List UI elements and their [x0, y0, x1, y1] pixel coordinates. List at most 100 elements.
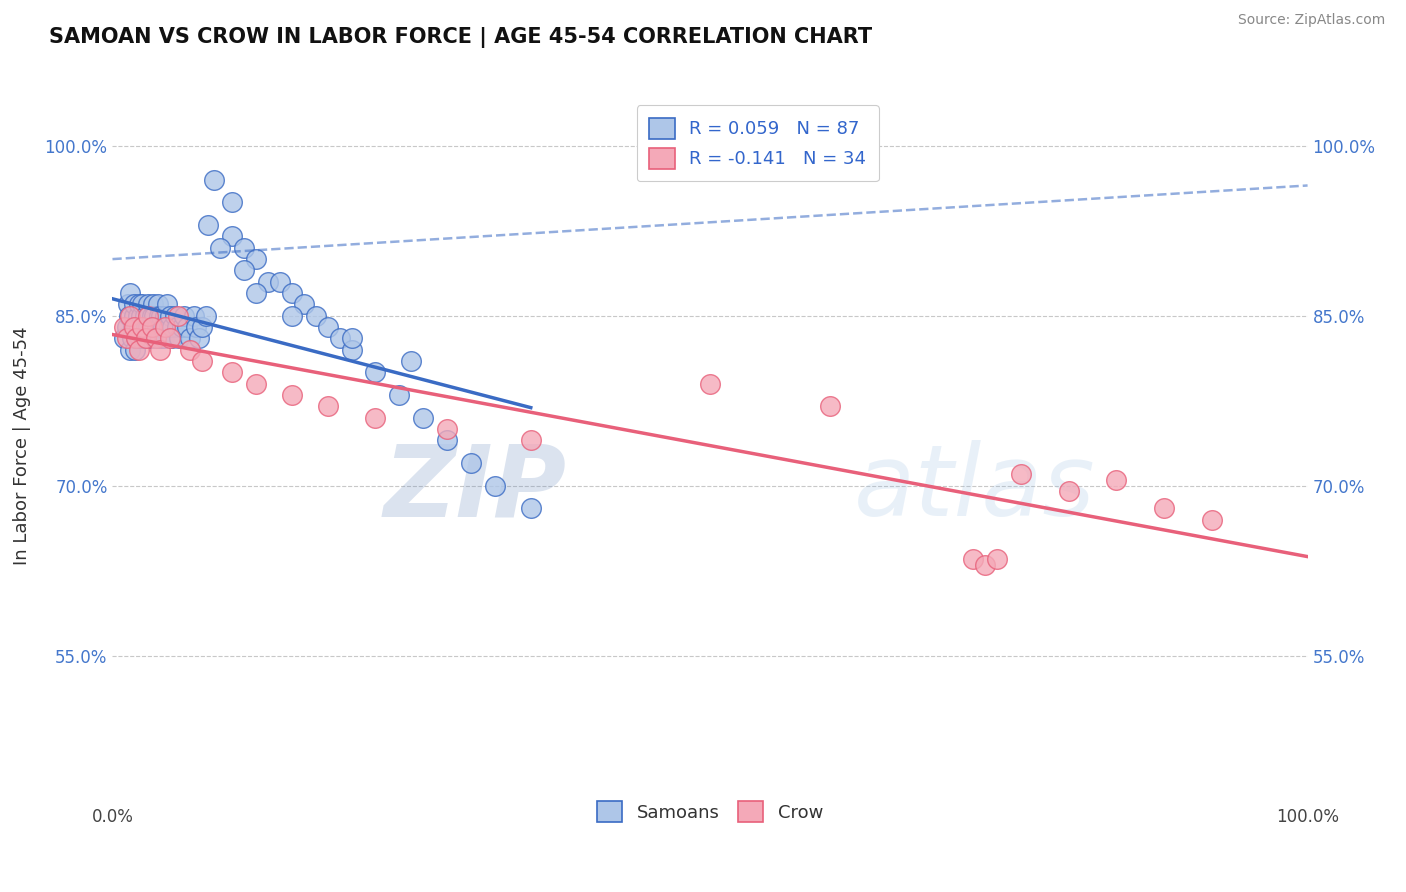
Point: [128, 343, 150, 357]
Point: [141, 309, 163, 323]
Point: [257, 275, 280, 289]
Point: [187, 331, 209, 345]
Point: [132, 331, 155, 345]
Point: [292, 297, 315, 311]
Point: [170, 320, 193, 334]
Point: [149, 320, 172, 334]
Point: [128, 297, 150, 311]
Y-axis label: In Labor Force | Age 45-54: In Labor Force | Age 45-54: [13, 326, 31, 566]
Point: [162, 331, 183, 345]
Point: [186, 320, 208, 334]
Point: [118, 309, 141, 323]
Point: [974, 558, 997, 572]
Point: [460, 456, 482, 470]
Point: [364, 365, 387, 379]
Point: [115, 331, 138, 345]
Point: [197, 218, 219, 232]
Point: [145, 331, 167, 345]
Point: [194, 309, 217, 323]
Point: [1201, 513, 1223, 527]
Point: [159, 331, 181, 345]
Point: [152, 320, 174, 334]
Point: [122, 309, 145, 323]
Point: [148, 309, 170, 323]
Point: [191, 354, 214, 368]
Point: [699, 376, 721, 391]
Point: [115, 320, 138, 334]
Point: [138, 297, 160, 311]
Point: [167, 309, 190, 323]
Point: [122, 297, 145, 311]
Point: [1010, 467, 1032, 482]
Point: [163, 309, 186, 323]
Point: [127, 309, 149, 323]
Point: [176, 320, 198, 334]
Point: [149, 343, 172, 357]
Legend: Samoans, Crow: Samoans, Crow: [582, 787, 838, 837]
Point: [153, 331, 176, 345]
Point: [157, 320, 180, 334]
Point: [316, 400, 339, 414]
Point: [138, 320, 160, 334]
Point: [121, 320, 143, 334]
Point: [162, 320, 183, 334]
Point: [1057, 484, 1080, 499]
Point: [1105, 473, 1128, 487]
Point: [364, 410, 387, 425]
Point: [245, 252, 267, 266]
Point: [281, 309, 304, 323]
Point: [169, 331, 191, 345]
Point: [125, 320, 148, 334]
Point: [135, 320, 157, 334]
Point: [153, 309, 176, 323]
Point: [156, 297, 179, 311]
Point: [139, 320, 162, 334]
Text: SAMOAN VS CROW IN LABOR FORCE | AGE 45-54 CORRELATION CHART: SAMOAN VS CROW IN LABOR FORCE | AGE 45-5…: [49, 27, 872, 48]
Point: [281, 286, 304, 301]
Point: [145, 331, 167, 345]
Point: [221, 365, 243, 379]
Point: [202, 173, 225, 187]
Point: [340, 343, 363, 357]
Point: [131, 320, 153, 334]
Point: [209, 241, 232, 255]
Point: [141, 320, 163, 334]
Point: [179, 343, 201, 357]
Point: [134, 309, 156, 323]
Point: [129, 309, 152, 323]
Point: [245, 376, 267, 391]
Point: [305, 309, 328, 323]
Point: [281, 388, 304, 402]
Point: [114, 331, 135, 345]
Point: [316, 320, 339, 334]
Point: [221, 229, 243, 244]
Point: [340, 331, 363, 345]
Point: [962, 552, 984, 566]
Text: atlas: atlas: [853, 441, 1095, 537]
Point: [117, 297, 139, 311]
Point: [120, 343, 142, 357]
Point: [125, 331, 148, 345]
Point: [149, 331, 172, 345]
Point: [142, 297, 165, 311]
Point: [233, 263, 256, 277]
Text: ZIP: ZIP: [384, 441, 567, 537]
Point: [191, 320, 214, 334]
Point: [159, 309, 181, 323]
Point: [114, 320, 135, 334]
Point: [138, 309, 160, 323]
Point: [128, 320, 150, 334]
Point: [166, 320, 188, 334]
Point: [131, 297, 153, 311]
Point: [401, 354, 423, 368]
Point: [129, 331, 152, 345]
Point: [143, 309, 166, 323]
Point: [484, 478, 506, 492]
Point: [138, 309, 160, 323]
Point: [436, 434, 458, 448]
Point: [818, 400, 841, 414]
Point: [153, 320, 176, 334]
Point: [145, 320, 167, 334]
Point: [121, 331, 143, 345]
Point: [412, 410, 434, 425]
